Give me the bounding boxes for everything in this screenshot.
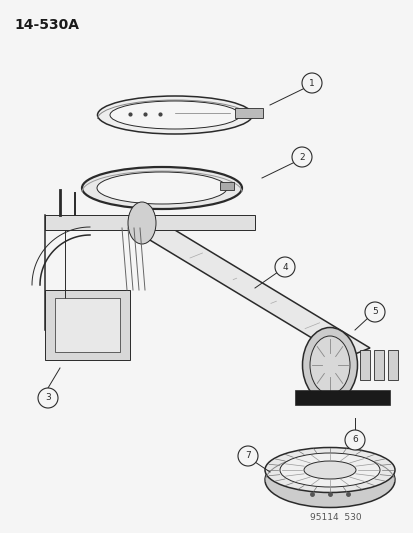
Text: 2: 2: [299, 152, 304, 161]
Circle shape: [274, 257, 294, 277]
Circle shape: [38, 388, 58, 408]
Text: 3: 3: [45, 393, 51, 402]
Circle shape: [237, 446, 257, 466]
Polygon shape: [359, 350, 369, 380]
FancyBboxPatch shape: [235, 108, 262, 118]
Ellipse shape: [97, 172, 226, 204]
Circle shape: [291, 147, 311, 167]
Text: 5: 5: [371, 308, 377, 317]
Text: 6: 6: [351, 435, 357, 445]
Polygon shape: [294, 390, 389, 405]
Polygon shape: [130, 218, 369, 358]
Ellipse shape: [110, 101, 240, 129]
Ellipse shape: [302, 327, 357, 402]
Polygon shape: [45, 215, 254, 230]
Ellipse shape: [303, 461, 355, 479]
Text: 14-530A: 14-530A: [14, 18, 79, 32]
Ellipse shape: [309, 336, 349, 394]
Circle shape: [301, 73, 321, 93]
Polygon shape: [387, 350, 397, 380]
Ellipse shape: [82, 167, 242, 209]
Polygon shape: [55, 298, 120, 352]
Circle shape: [364, 302, 384, 322]
Ellipse shape: [97, 96, 252, 134]
Circle shape: [344, 430, 364, 450]
Text: 1: 1: [309, 78, 314, 87]
FancyBboxPatch shape: [219, 182, 233, 190]
Ellipse shape: [279, 453, 379, 487]
Polygon shape: [45, 290, 130, 360]
Text: 95114  530: 95114 530: [309, 513, 361, 522]
Polygon shape: [373, 350, 383, 380]
Text: 4: 4: [282, 262, 287, 271]
Text: 7: 7: [244, 451, 250, 461]
Ellipse shape: [128, 202, 156, 244]
Ellipse shape: [264, 453, 394, 507]
Ellipse shape: [264, 448, 394, 492]
